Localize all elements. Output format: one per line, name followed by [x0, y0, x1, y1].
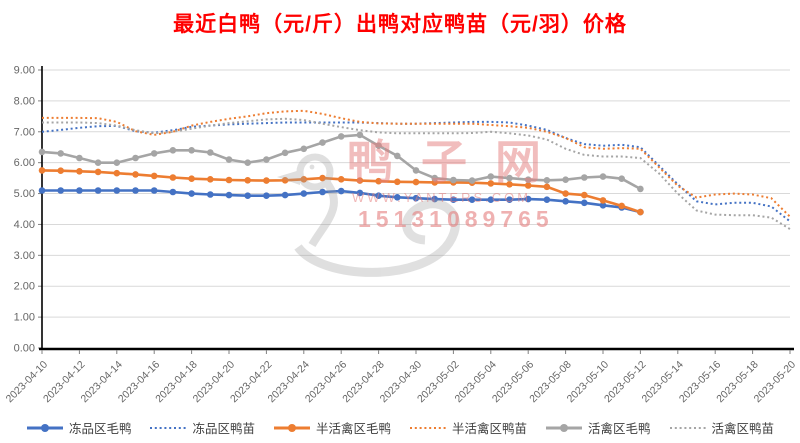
legend-label: 活禽区鸭苗 [711, 422, 775, 436]
legend-swatch-dotted [410, 426, 446, 429]
legend-swatch-solid [546, 423, 583, 432]
y-gridlines [42, 69, 790, 318]
duck-logo-icon [277, 153, 460, 277]
series-活禽区鸭苗 [42, 117, 791, 230]
legend-item-冻品区鸭苗: 冻品区鸭苗 [149, 418, 255, 437]
chart-title: 最近白鸭（元/斤）出鸭对应鸭苗（元/羽）价格 [173, 13, 627, 36]
series-半活禽区鸭苗 [42, 109, 791, 218]
legend-label: 半活禽区毛鸭 [315, 422, 391, 436]
legend-item-活禽区鸭苗: 活禽区鸭苗 [669, 418, 775, 437]
legend-label: 冻品区毛鸭 [68, 422, 132, 436]
svg-text:1.00: 1.00 [14, 312, 35, 324]
svg-text:2.00: 2.00 [14, 281, 35, 293]
axes [39, 66, 794, 351]
watermark-brand: 鸭子网 [347, 136, 569, 188]
y-axis-labels: 0.00 1.00 2.00 3.00 4.00 5.00 6.00 7.00 8.00 9.00 [14, 65, 42, 355]
svg-text:6.00: 6.00 [14, 157, 35, 169]
legend-swatch-solid [273, 423, 310, 432]
svg-text:4.00: 4.00 [14, 219, 35, 231]
svg-text:0.00: 0.00 [14, 343, 35, 355]
svg-text:9.00: 9.00 [14, 65, 35, 77]
svg-text:5.00: 5.00 [14, 188, 35, 200]
svg-text:7.00: 7.00 [14, 126, 35, 138]
series-半活禽区毛鸭 [38, 167, 644, 216]
legend-swatch-dotted [150, 426, 187, 429]
svg-text:3.00: 3.00 [14, 250, 35, 262]
legend-swatch-dotted [669, 426, 706, 429]
series-冻品区毛鸭 [38, 187, 644, 216]
watermark-site: WWW.YANTERS.COM [352, 190, 531, 205]
legend-label: 半活禽区鸭苗 [452, 422, 528, 436]
watermark-phone: 15131089765 [358, 206, 554, 232]
series-活禽区毛鸭 [38, 131, 644, 193]
chart-legend: 冻品区毛鸭 冻品区鸭苗 半活禽区毛鸭 半活禽区鸭苗 活禽区毛鸭 活禽区鸭苗 [0, 418, 800, 437]
legend-label: 活禽区毛鸭 [588, 422, 651, 436]
legend-item-半活禽区鸭苗: 半活禽区鸭苗 [409, 418, 527, 437]
x-axis-labels: 2023-04-102023-04-122023-04-142023-04-16… [4, 350, 798, 405]
legend-item-冻品区毛鸭: 冻品区毛鸭 [26, 418, 132, 437]
legend-item-半活禽区毛鸭: 半活禽区毛鸭 [273, 418, 391, 437]
legend-label: 冻品区鸭苗 [192, 422, 255, 436]
legend-item-活禽区毛鸭: 活禽区毛鸭 [545, 418, 651, 437]
svg-text:8.00: 8.00 [14, 95, 35, 107]
legend-swatch-solid [26, 423, 63, 432]
